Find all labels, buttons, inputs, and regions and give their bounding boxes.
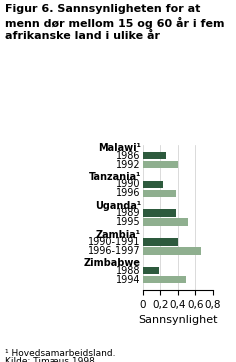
- Text: Kilde: Timæus 1998.: Kilde: Timæus 1998.: [5, 357, 97, 362]
- Text: 1996-1997: 1996-1997: [88, 246, 141, 256]
- Text: 1990-1991: 1990-1991: [88, 237, 141, 247]
- Bar: [143, 276, 186, 283]
- Bar: [143, 218, 188, 226]
- Bar: [143, 161, 178, 168]
- Text: 1992: 1992: [116, 160, 141, 170]
- Text: Zambia¹: Zambia¹: [96, 230, 141, 240]
- Text: 1995: 1995: [116, 217, 141, 227]
- Text: 1990: 1990: [116, 180, 141, 189]
- Text: Zimbabwe: Zimbabwe: [84, 258, 141, 268]
- Text: 1988: 1988: [116, 266, 141, 276]
- Bar: [143, 238, 178, 246]
- Text: ¹ Hovedsamarbeidsland.: ¹ Hovedsamarbeidsland.: [5, 349, 115, 358]
- Text: Tanzania¹: Tanzania¹: [88, 172, 141, 182]
- Text: 1996: 1996: [116, 188, 141, 198]
- Bar: [143, 247, 201, 255]
- X-axis label: Sannsynlighet: Sannsynlighet: [138, 315, 217, 325]
- Bar: [143, 181, 163, 188]
- Bar: [143, 209, 176, 217]
- Text: Uganda¹: Uganda¹: [95, 201, 141, 211]
- Bar: [143, 267, 159, 274]
- Text: Figur 6. Sannsynligheten for at
menn dør mellom 15 og 60 år i fem
afrikanske lan: Figur 6. Sannsynligheten for at menn dør…: [5, 4, 224, 41]
- Bar: [143, 190, 176, 197]
- Text: Malawi¹: Malawi¹: [98, 143, 141, 153]
- Bar: [143, 152, 166, 159]
- Text: 1994: 1994: [116, 275, 141, 285]
- Text: 1989: 1989: [116, 208, 141, 218]
- Text: 1986: 1986: [116, 151, 141, 161]
